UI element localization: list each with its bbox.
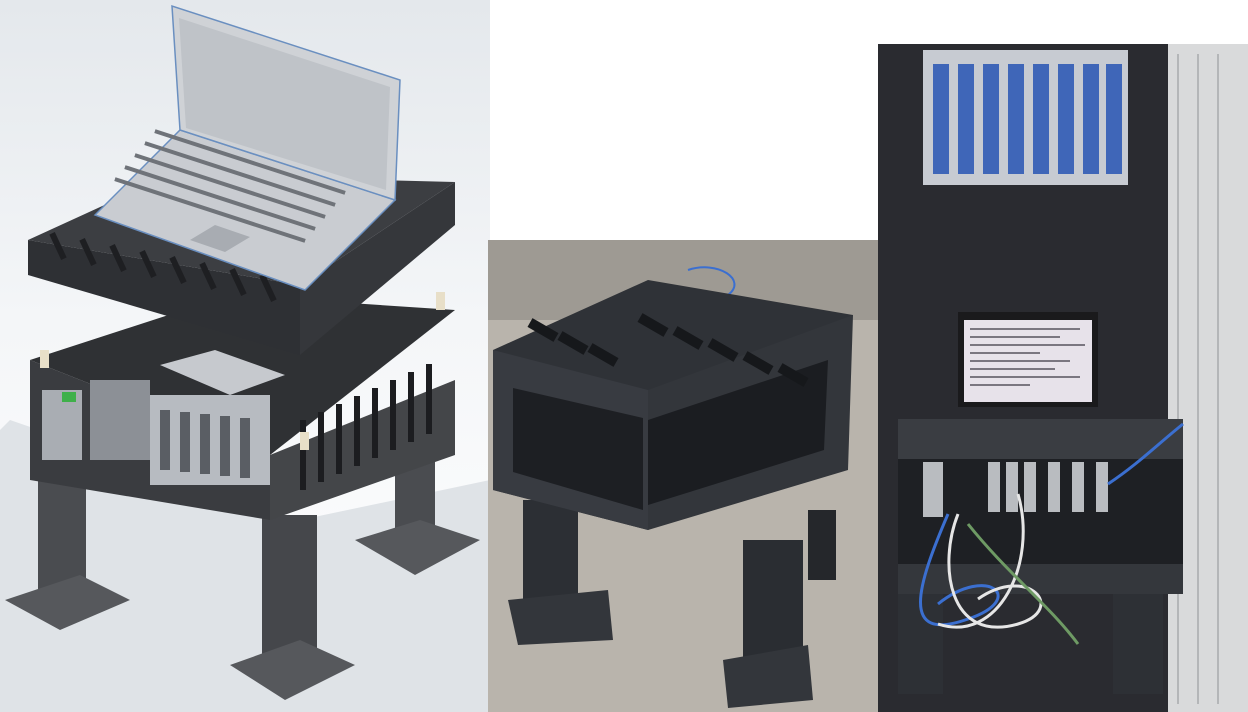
cable-duct: [1168, 44, 1248, 712]
screen-icon: [179, 18, 390, 190]
io-module-icon: [923, 462, 1108, 517]
screen-icon: [958, 312, 1098, 407]
cad-render-panel: [0, 0, 490, 712]
stand-legs: [508, 500, 836, 708]
cad-stand-illustration: [0, 4, 490, 712]
network-switch-icon: [923, 50, 1128, 185]
network-switch-icon: [160, 350, 285, 395]
stand-legs: [5, 440, 480, 700]
printed-stand-illustration: [488, 240, 878, 708]
stand-body: [898, 419, 1183, 694]
laptop-icon: [93, 4, 401, 291]
cabinet-installation-photo: [878, 44, 1248, 712]
cable-icon: [687, 266, 736, 296]
cabinet-installation-illustration: [898, 44, 1248, 712]
io-module-icon: [42, 350, 285, 485]
cable-icon: [919, 422, 1184, 645]
printed-stand-photo: [488, 240, 878, 712]
